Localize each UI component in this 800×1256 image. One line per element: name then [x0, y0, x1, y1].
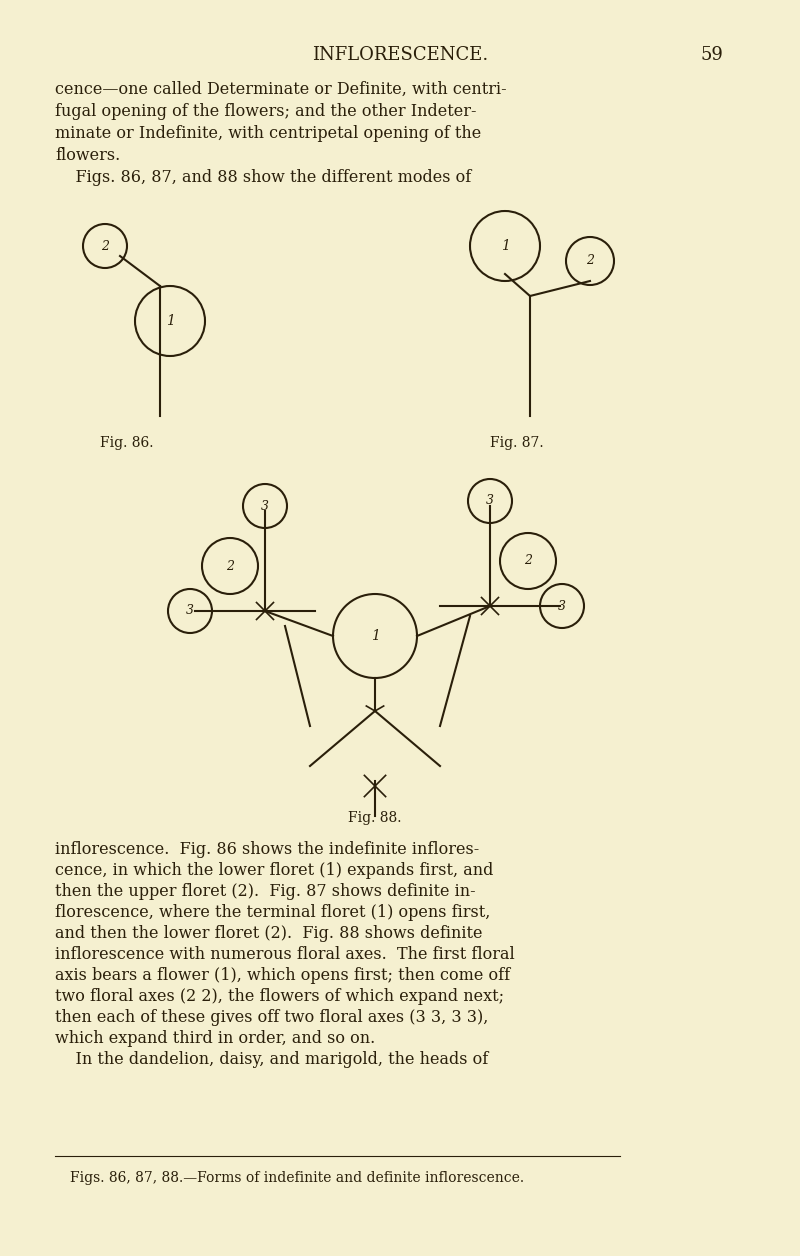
- Text: axis bears a flower (1), which opens first; then come off: axis bears a flower (1), which opens fir…: [55, 967, 510, 983]
- Text: 3: 3: [486, 495, 494, 507]
- Text: fugal opening of the flowers; and the other Indeter-: fugal opening of the flowers; and the ot…: [55, 103, 477, 121]
- Text: florescence, where the terminal floret (1) opens first,: florescence, where the terminal floret (…: [55, 904, 490, 921]
- Text: Fig. 86.: Fig. 86.: [100, 436, 154, 450]
- Text: cence—one called Determinate or Definite, with centri-: cence—one called Determinate or Definite…: [55, 80, 506, 98]
- Text: In the dandelion, daisy, and marigold, the heads of: In the dandelion, daisy, and marigold, t…: [55, 1051, 488, 1068]
- Text: 3: 3: [558, 599, 566, 613]
- Text: minate or Indefinite, with centripetal opening of the: minate or Indefinite, with centripetal o…: [55, 126, 482, 142]
- Text: two floral axes (2 2), the flowers of which expand next;: two floral axes (2 2), the flowers of wh…: [55, 988, 504, 1005]
- Text: Figs. 86, 87, and 88 show the different modes of: Figs. 86, 87, and 88 show the different …: [55, 170, 471, 186]
- Text: Fig. 87.: Fig. 87.: [490, 436, 544, 450]
- Text: 2: 2: [101, 240, 109, 252]
- Text: flowers.: flowers.: [55, 147, 120, 165]
- Text: then each of these gives off two floral axes (3 3, 3 3),: then each of these gives off two floral …: [55, 1009, 488, 1026]
- Text: 3: 3: [261, 500, 269, 512]
- Text: 1: 1: [501, 239, 510, 252]
- Text: and then the lower floret (2).  Fig. 88 shows definite: and then the lower floret (2). Fig. 88 s…: [55, 924, 482, 942]
- Text: 2: 2: [226, 559, 234, 573]
- Text: inflorescence.  Fig. 86 shows the indefinite inflores-: inflorescence. Fig. 86 shows the indefin…: [55, 842, 479, 858]
- Text: INFLORESCENCE.: INFLORESCENCE.: [312, 46, 488, 64]
- Text: 1: 1: [370, 629, 379, 643]
- Text: 2: 2: [586, 255, 594, 268]
- Text: Fig. 88.: Fig. 88.: [348, 811, 402, 825]
- Text: Figs. 86, 87, 88.—Forms of indefinite and definite inflorescence.: Figs. 86, 87, 88.—Forms of indefinite an…: [70, 1171, 524, 1184]
- Text: inflorescence with numerous floral axes.  The first floral: inflorescence with numerous floral axes.…: [55, 946, 514, 963]
- Text: 1: 1: [166, 314, 174, 328]
- Text: which expand third in order, and so on.: which expand third in order, and so on.: [55, 1030, 375, 1048]
- Text: then the upper floret (2).  Fig. 87 shows definite in-: then the upper floret (2). Fig. 87 shows…: [55, 883, 476, 901]
- Text: 3: 3: [186, 604, 194, 618]
- Text: cence, in which the lower floret (1) expands first, and: cence, in which the lower floret (1) exp…: [55, 862, 494, 879]
- Text: 2: 2: [524, 554, 532, 568]
- Text: 59: 59: [700, 46, 723, 64]
